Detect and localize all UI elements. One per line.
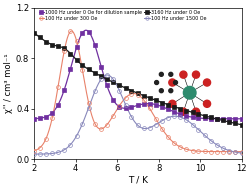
X-axis label: T / K: T / K — [127, 176, 147, 185]
Y-axis label: χ'' / cm³ mol⁻¹: χ'' / cm³ mol⁻¹ — [4, 54, 13, 113]
Legend: 1000 Hz under 0 Oe for dilution sample, 100 Hz under 300 Oe, 3160 Hz under 0 Oe,: 1000 Hz under 0 Oe for dilution sample, … — [38, 10, 205, 21]
